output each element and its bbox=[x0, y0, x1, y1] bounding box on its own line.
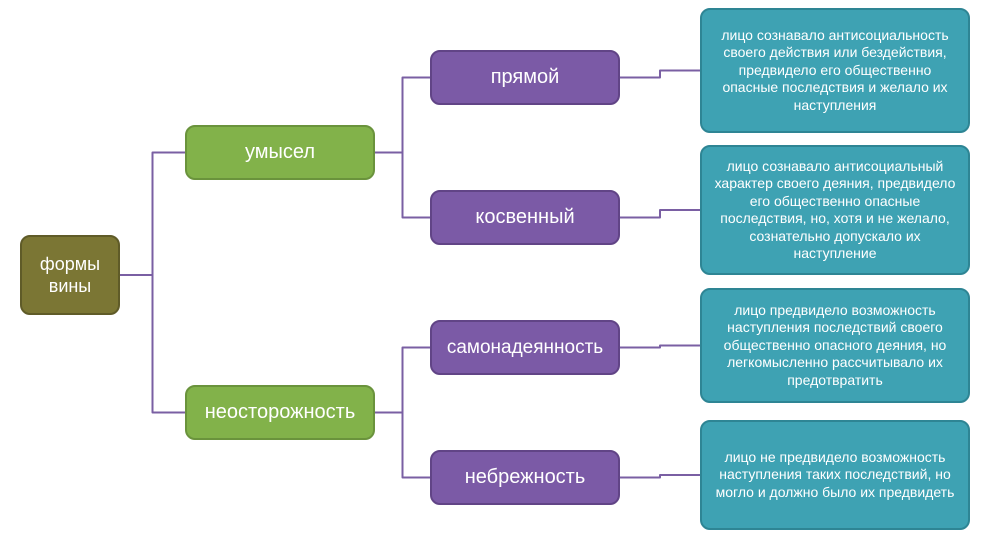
node-root: формы вины bbox=[20, 235, 120, 315]
node-desc-indirect: лицо сознавало антисоциальный характер с… bbox=[700, 145, 970, 275]
node-desc-overconfidence: лицо предвидело возможность наступления … bbox=[700, 288, 970, 403]
node-desc-carelessness: лицо не предвидело возможность наступлен… bbox=[700, 420, 970, 530]
node-indirect: косвенный bbox=[430, 190, 620, 245]
node-direct: прямой bbox=[430, 50, 620, 105]
node-negligence: неосторожность bbox=[185, 385, 375, 440]
node-carelessness: небрежность bbox=[430, 450, 620, 505]
node-desc-direct: лицо сознавало антисоциальность своего д… bbox=[700, 8, 970, 133]
node-overconfidence: самонадеянность bbox=[430, 320, 620, 375]
node-intent: умысел bbox=[185, 125, 375, 180]
